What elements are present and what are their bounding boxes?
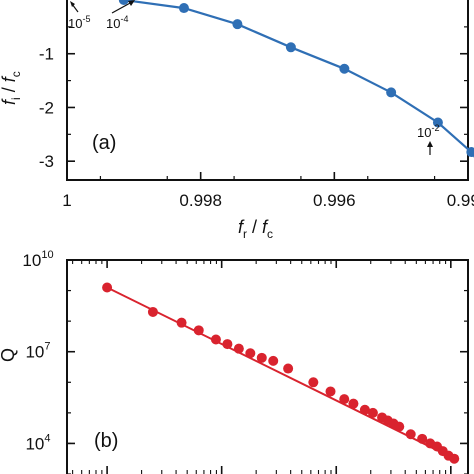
panel-b: 1010 107 104 (b) Q bbox=[0, 249, 469, 474]
data-point bbox=[256, 352, 267, 363]
data-point bbox=[193, 325, 204, 336]
data-point bbox=[432, 117, 443, 128]
panel-b-y-tick-labels: 1010 107 104 bbox=[22, 249, 53, 453]
data-point bbox=[118, 0, 129, 5]
y-tick-label: -3 bbox=[39, 152, 54, 171]
data-point bbox=[285, 42, 296, 53]
panel-b-label: (b) bbox=[94, 430, 118, 452]
panel-b-series-line bbox=[106, 286, 455, 460]
y-tick-label: 1010 bbox=[22, 249, 53, 270]
data-point bbox=[245, 348, 256, 359]
panel-a-series-line bbox=[123, 0, 474, 158]
data-point bbox=[283, 363, 294, 374]
panel-b-y-axis-label: Q bbox=[0, 348, 18, 362]
x-tick-label: 1 bbox=[62, 191, 71, 210]
annotation-1e-2: 10-2 bbox=[417, 123, 439, 155]
data-point bbox=[268, 355, 279, 366]
svg-text:10-2: 10-2 bbox=[417, 123, 439, 140]
panel-a-series-points bbox=[118, 0, 474, 158]
data-point bbox=[394, 421, 405, 432]
data-point bbox=[102, 282, 113, 293]
data-point bbox=[176, 317, 187, 328]
panel-b-series-points bbox=[102, 282, 460, 464]
annotation-1e-4: 10-4 bbox=[106, 0, 135, 31]
data-point bbox=[449, 453, 460, 464]
data-point bbox=[348, 398, 359, 409]
data-point bbox=[339, 394, 350, 405]
y-tick-label: -2 bbox=[39, 98, 54, 117]
annotation-1e-5: 10-5 bbox=[68, 1, 90, 31]
data-point bbox=[232, 19, 243, 30]
data-point bbox=[325, 386, 336, 397]
data-point bbox=[178, 3, 189, 14]
y-tick-label: -1 bbox=[39, 45, 54, 64]
data-point bbox=[210, 334, 221, 345]
data-point bbox=[367, 407, 378, 418]
panel-a-y-axis-label: fi / fc bbox=[0, 71, 23, 105]
data-point bbox=[359, 404, 370, 415]
svg-text:10-5: 10-5 bbox=[68, 14, 90, 31]
x-tick-label: 0.994 bbox=[447, 191, 474, 210]
data-point bbox=[308, 377, 319, 388]
panel-a-x-tick-labels: 1 0.998 0.996 0.994 bbox=[62, 191, 474, 210]
panel-a-label: (a) bbox=[92, 132, 116, 154]
data-point bbox=[222, 339, 233, 350]
data-point bbox=[466, 147, 474, 158]
svg-text:10-4: 10-4 bbox=[106, 14, 128, 31]
data-point bbox=[339, 63, 350, 74]
panel-a-x-axis-label: fr / fc bbox=[238, 217, 273, 241]
y-tick-label: 104 bbox=[25, 432, 50, 453]
panel-a: 1 0.998 0.996 0.994 -1 -2 -3 (a) fr / fc fi /… bbox=[0, 0, 474, 241]
y-tick-label: 107 bbox=[25, 341, 50, 362]
x-tick-label: 0.998 bbox=[179, 191, 222, 210]
data-point bbox=[147, 306, 158, 317]
data-point bbox=[405, 429, 416, 440]
panel-a-y-tick-labels: -1 -2 -3 bbox=[39, 45, 54, 171]
data-point bbox=[417, 433, 428, 444]
data-point bbox=[386, 87, 397, 98]
data-point bbox=[233, 343, 244, 354]
x-tick-label: 0.996 bbox=[313, 191, 356, 210]
